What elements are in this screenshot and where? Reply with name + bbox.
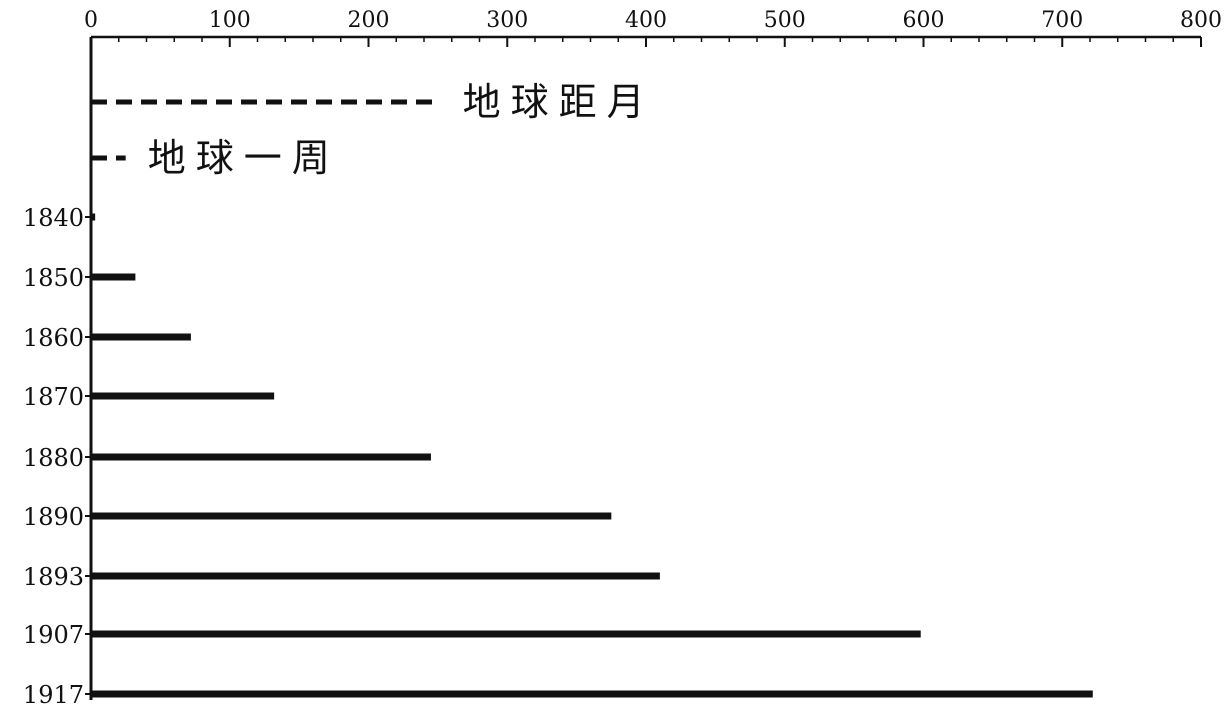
x-tick-label: 100	[209, 8, 251, 33]
bar	[91, 213, 96, 221]
y-tick-label: 1917	[23, 681, 84, 709]
y-tick-label: 1840	[23, 204, 84, 232]
bar	[91, 333, 191, 341]
bars: 1840 1850 1860 1870 1880 1890 1893 1907 1917	[23, 204, 1093, 709]
y-tick-label: 1850	[23, 264, 84, 292]
x-tick-label: 800	[1180, 8, 1222, 33]
bar	[91, 572, 660, 580]
x-tick-label: 600	[903, 8, 945, 33]
y-tick-label: 1893	[23, 563, 84, 591]
x-tick-label: 700	[1041, 8, 1083, 33]
reference-label: 地球距月	[463, 80, 655, 124]
y-tick-label: 1880	[23, 444, 84, 472]
y-tick-label: 1870	[23, 383, 84, 411]
x-tick-label: 0	[84, 8, 98, 33]
y-tick-label: 1907	[23, 621, 84, 649]
x-tick-label: 500	[764, 8, 806, 33]
reference-label: 地球一周	[148, 136, 340, 180]
x-tick-label: 300	[486, 8, 528, 33]
bar	[91, 630, 921, 638]
bar	[91, 453, 431, 461]
bar	[91, 690, 1093, 698]
bar	[91, 392, 275, 400]
bar	[91, 273, 136, 281]
x-tick-label: 200	[348, 8, 390, 33]
y-tick-label: 1890	[23, 503, 84, 531]
y-tick-label: 1860	[23, 324, 84, 352]
axes: 0 100 200 300 400 500 600 700 800	[84, 8, 1222, 700]
x-tick-label: 400	[625, 8, 667, 33]
bar	[91, 512, 612, 520]
